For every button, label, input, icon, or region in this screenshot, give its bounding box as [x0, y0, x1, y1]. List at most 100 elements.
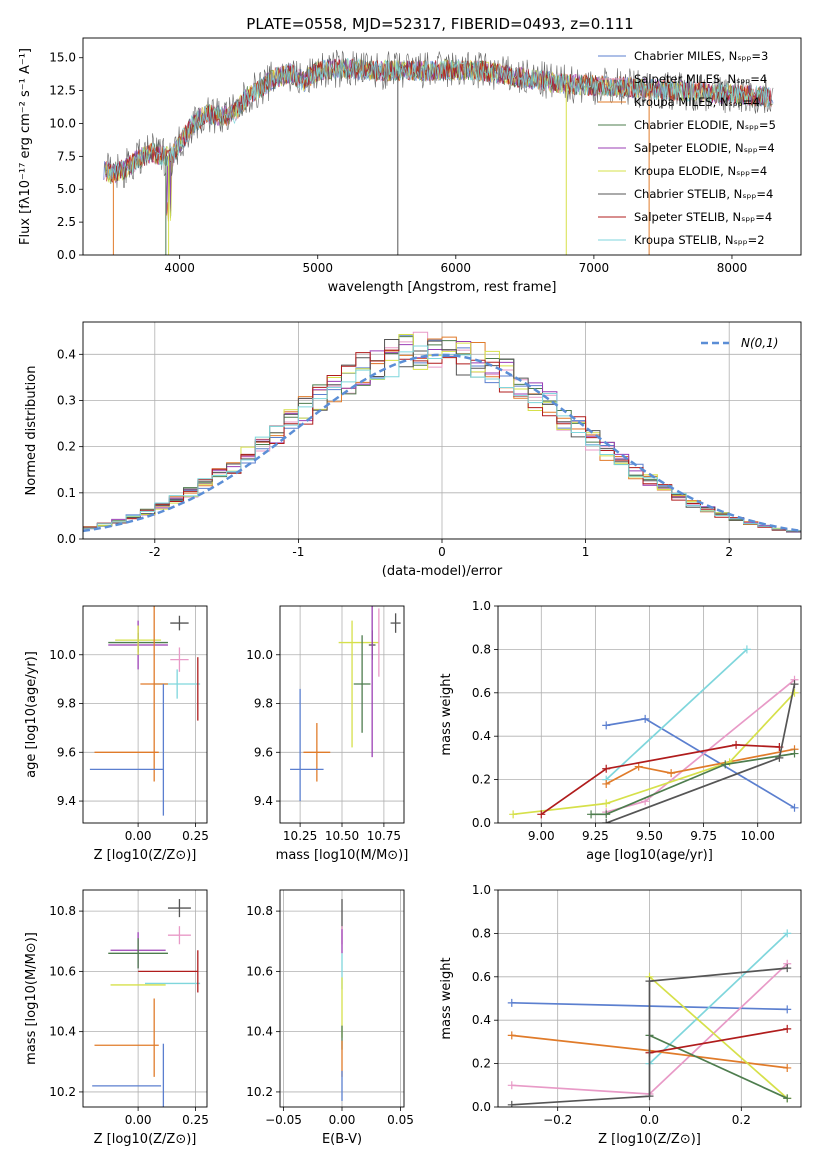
weight-marker [783, 1005, 792, 1014]
figure-title: PLATE=0558, MJD=52317, FIBERID=0493, z=0… [246, 15, 633, 33]
x-tick-label: 0 [438, 545, 446, 559]
weight-marker [742, 645, 751, 654]
x-tick-label: 4000 [164, 261, 195, 275]
x-tick-label: 0.25 [182, 1113, 209, 1127]
y-tick-label: 9.8 [254, 697, 273, 711]
legend-label: Salpeter MILES, Nₛₚₚ=4 [634, 72, 767, 86]
y-tick-label: 0.0 [472, 1100, 491, 1114]
weight-marker [602, 819, 611, 823]
weight-line [511, 967, 788, 1106]
weight-marker [790, 749, 799, 758]
weight-marker [602, 721, 611, 730]
x-axis-label: wavelength [Angstrom, rest frame] [328, 280, 557, 295]
y-tick-label: 0.8 [472, 926, 491, 940]
axes-frame [279, 605, 405, 824]
y-tick-label: 10.2 [49, 1085, 76, 1099]
spectrum-line [106, 57, 770, 180]
x-tick-label: 7000 [579, 261, 610, 275]
legend-label: Kroupa STELIB, Nₛₚₚ=2 [634, 233, 765, 247]
x-tick-label: 10.00 [741, 829, 775, 843]
y-axis-label: mass weight [439, 673, 454, 755]
y-axis-label: age [log10(age/yr)] [24, 651, 39, 778]
y-tick-label: 9.8 [57, 697, 76, 711]
histogram-series [83, 345, 801, 539]
weight-marker [645, 977, 654, 986]
y-tick-label: 5.0 [57, 182, 76, 196]
weight-marker [507, 1100, 516, 1107]
legend-label: Kroupa ELODIE, Nₛₚₚ=4 [634, 164, 767, 178]
axes-mass_vs_ebv: −0.05 0.00 0.05 10.2 10.4 10.6 10.8 E(B-V) [246, 889, 414, 1147]
y-axis-label: Flux [fλ10⁻¹⁷ erg cm⁻² s⁻¹ A⁻¹] [18, 48, 33, 245]
x-axis-label: mass [log10(M/M⊙)] [276, 848, 409, 863]
weight-marker [634, 762, 643, 771]
x-axis-label: E(B-V) [322, 1132, 362, 1147]
weight-marker [775, 753, 784, 762]
plot-area [498, 606, 801, 823]
x-tick-label: 0.05 [387, 1113, 414, 1127]
y-axis-label: Normed distribution [24, 366, 39, 496]
y-tick-label: 15.0 [49, 51, 76, 65]
legend-label: Salpeter STELIB, Nₛₚₚ=4 [634, 210, 772, 224]
y-tick-label: 0.4 [472, 729, 491, 743]
y-axis-label: mass weight [439, 957, 454, 1039]
plot-area [280, 890, 404, 1107]
axes-residuals: -2 -1 0 1 2 0.0 0.1 0.2 0.3 0.4 (data-model)/error… [24, 321, 802, 579]
axes-weight_vs_age: 9.00 9.25 9.50 9.75 10.00 0.0 0.2 0.4 0.6 0.8 1.0 a… [439, 599, 802, 863]
legend-label: Chabrier ELODIE, Nₛₚₚ=5 [634, 118, 776, 132]
x-tick-label: 0.0 [640, 1113, 659, 1127]
x-axis-label: Z [log10(Z/Z⊙)] [598, 1132, 701, 1147]
x-tick-label: 9.75 [690, 829, 717, 843]
weight-marker [602, 810, 611, 819]
y-tick-label: 0.8 [472, 642, 491, 656]
x-tick-label: 0.00 [329, 1113, 356, 1127]
weight-marker [507, 1031, 516, 1040]
x-axis-label: Z [log10(Z/Z⊙)] [94, 1132, 197, 1147]
axes-weight_vs_z: −0.2 0.0 0.2 0.0 0.2 0.4 0.6 0.8 1.0 Z [log10(Z/Z… [439, 883, 802, 1147]
axes-frame [82, 37, 802, 256]
axes-frame [279, 889, 405, 1108]
x-tick-label: 0.2 [732, 1113, 751, 1127]
plot-area [83, 322, 801, 539]
weight-line [649, 1028, 788, 1054]
y-tick-label: 0.1 [57, 486, 76, 500]
weight-marker [783, 929, 792, 938]
y-tick-label: 1.0 [472, 883, 491, 897]
x-tick-label: −0.2 [543, 1113, 572, 1127]
weight-marker [641, 714, 650, 723]
x-axis-label: (data-model)/error [382, 564, 503, 579]
x-tick-label: -1 [292, 545, 304, 559]
weight-line [591, 752, 795, 816]
x-tick-label: 9.00 [528, 829, 555, 843]
legend-label: N(0,1) [741, 336, 778, 350]
legend-label: Chabrier STELIB, Nₛₚₚ=4 [634, 187, 773, 201]
weight-marker [783, 1063, 792, 1072]
x-tick-label: 10.25 [283, 829, 317, 843]
y-tick-label: 10.6 [49, 964, 76, 978]
y-tick-label: 0.4 [472, 1013, 491, 1027]
legend-label: Chabrier MILES, Nₛₚₚ=3 [634, 49, 768, 63]
weight-marker [602, 779, 611, 788]
weight-marker [721, 760, 730, 769]
weight-line [540, 744, 780, 815]
weight-marker [507, 1081, 516, 1090]
normal-curve [83, 353, 801, 533]
x-tick-label: −0.05 [265, 1113, 302, 1127]
weight-marker [732, 740, 741, 749]
y-tick-label: 0.0 [57, 532, 76, 546]
weight-line [648, 932, 788, 1065]
axes-frame [497, 605, 802, 824]
y-tick-label: 10.6 [246, 964, 273, 978]
weight-marker [602, 764, 611, 773]
weight-marker [537, 810, 546, 819]
weight-marker [645, 1092, 654, 1101]
axes-frame [82, 321, 802, 540]
plot-area [83, 606, 207, 823]
y-tick-label: 0.2 [472, 1057, 491, 1071]
weight-line [648, 976, 788, 1099]
weight-marker [725, 758, 734, 767]
weight-marker [667, 769, 676, 778]
axes-frame [82, 889, 208, 1108]
axes-mass_vs_z: 0.00 0.25 10.2 10.4 10.6 10.8 Z [log10(Z/Z⊙)] m… [24, 889, 209, 1147]
weight-marker [602, 799, 611, 808]
y-tick-label: 1.0 [472, 599, 491, 613]
